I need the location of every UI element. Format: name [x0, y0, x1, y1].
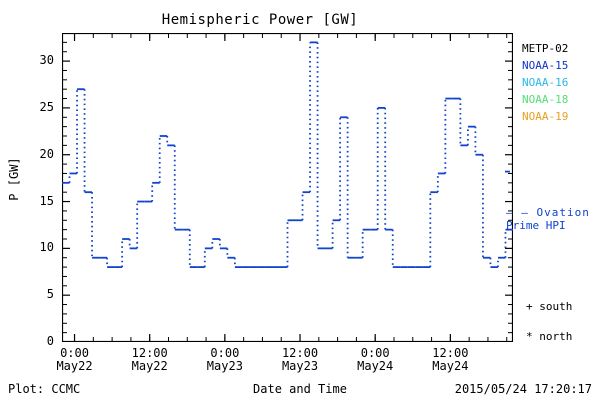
footer-timestamp: 2015/05/24 17:20:17 [454, 382, 592, 396]
y-tick-label: 10 [39, 240, 54, 255]
legend-item-noaa-19[interactable]: NOAA-19 [522, 108, 600, 125]
x-tick-date: May23 [206, 359, 243, 373]
x-tick-date: May22 [56, 359, 93, 373]
x-tick-date: May23 [281, 359, 319, 373]
plot-area [62, 33, 513, 342]
legend-symbol-south: + south [526, 300, 573, 313]
legend-label-noaa-19: NOAA-19 [522, 110, 569, 123]
legend-label-noaa-18: NOAA-18 [522, 93, 569, 106]
x-tick-time: 0:00 [360, 346, 390, 360]
legend-item-noaa-16[interactable]: NOAA-16 [522, 74, 600, 91]
legend-label-metp-02: METP-02 [522, 42, 569, 55]
plot-svg [62, 33, 513, 342]
legend-symbol-north: * north [526, 330, 573, 343]
y-tick-label: 20 [39, 146, 54, 161]
y-tick-label: 5 [46, 287, 54, 302]
x-tick-date: May24 [432, 359, 469, 373]
y-tick-label: 0 [46, 334, 54, 348]
legend-label-noaa-16: NOAA-16 [522, 76, 569, 89]
x-tick-label: 12:00 May22 [115, 347, 185, 373]
x-tick-label: 0:00 May24 [340, 347, 410, 373]
x-tick-label: 12:00 May23 [265, 347, 335, 373]
x-tick-date: May22 [131, 359, 168, 373]
plot-frame [62, 33, 513, 342]
footer-plot-source: Plot: CCMC [8, 382, 81, 396]
footer-x-axis-title: Date and Time [253, 382, 347, 396]
legend-label-noaa-15: NOAA-15 [522, 59, 569, 72]
series-noaa-15 [62, 41, 513, 268]
x-tick-time: 12:00 [131, 346, 168, 360]
ovation-legend-line2: Prime HPI [506, 219, 566, 232]
ovation-prime-legend[interactable]: — — Ovation Prime HPI [506, 206, 600, 232]
legend-item-noaa-18[interactable]: NOAA-18 [522, 91, 600, 108]
legend: METP-02 NOAA-15 NOAA-16 NOAA-18 NOAA-19 [522, 40, 600, 125]
x-tick-label: 0:00 May22 [40, 347, 110, 373]
x-tick-date: May24 [357, 359, 394, 373]
x-tick-time: 0:00 [210, 346, 240, 360]
x-tick-label: 12:00 May24 [415, 347, 485, 373]
legend-item-noaa-15[interactable]: NOAA-15 [522, 57, 600, 74]
ovation-legend-line1: — — Ovation [506, 206, 590, 219]
y-tick-label: 30 [39, 53, 54, 68]
chart-title: Hemispheric Power [GW] [161, 12, 359, 28]
y-tick-label: 15 [39, 193, 54, 208]
x-tick-label: 0:00 May23 [190, 347, 260, 373]
x-tick-time: 12:00 [432, 346, 469, 360]
x-tick-time: 0:00 [60, 346, 89, 360]
y-tick-label: 25 [39, 99, 54, 114]
y-axis-label: P [GW] [7, 157, 21, 201]
legend-item-metp-02[interactable]: METP-02 [522, 40, 600, 57]
x-tick-time: 12:00 [281, 346, 319, 360]
